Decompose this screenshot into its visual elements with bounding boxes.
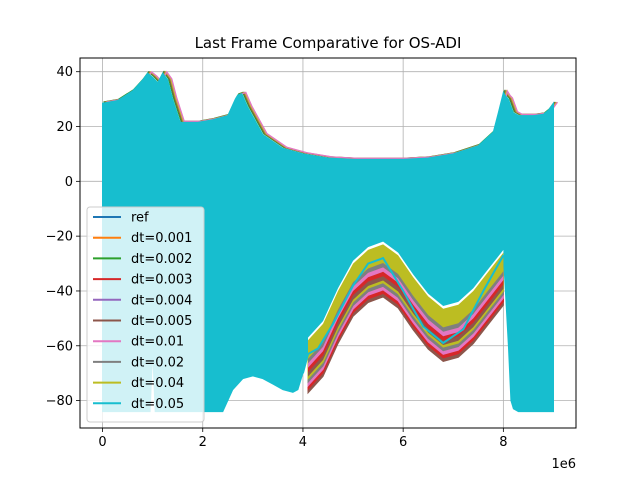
x-tick-label: 2 [199,435,207,450]
plot-area [102,70,559,413]
y-tick-label: −60 [46,339,73,354]
y-tick-label: −20 [46,230,73,245]
legend-label-ref: ref [131,211,149,226]
x-tick-label: 6 [399,435,407,450]
series-lower-edge [301,254,505,374]
legend-box [86,206,205,423]
series-valley-dt=0.04 [308,244,504,359]
legend-label-dt=0.01: dt=0.01 [131,335,184,350]
legend: ref dt=0.001 dt=0.002 dt=0.003 dt=0.004 dt=0.… [86,206,205,423]
x-tick-label: 8 [499,435,507,450]
x-axis-offset-label: 1e6 [551,457,576,472]
legend-label-dt=0.001: dt=0.001 [131,231,192,246]
x-tick-label: 0 [98,435,106,450]
y-tick-label: 20 [56,120,73,135]
legend-label-dt=0.004: dt=0.004 [131,293,192,308]
legend-label-dt=0.02: dt=0.02 [131,355,184,370]
y-tick-label: −80 [46,394,73,409]
axis-ticks: 0 2 4 6 8 −80 −60 −40 −20 0 20 40 [46,65,508,450]
axes-frame [79,57,577,429]
y-tick-label: 0 [65,175,73,190]
legend-label-dt=0.05: dt=0.05 [131,397,184,412]
x-tick-label: 4 [299,435,307,450]
chart-title: Last Frame Comparative for OS-ADI [195,34,462,52]
legend-label-dt=0.002: dt=0.002 [131,252,192,267]
y-tick-label: −40 [46,284,73,299]
y-tick-label: 40 [56,65,73,80]
legend-label-dt=0.005: dt=0.005 [131,314,192,329]
legend-label-dt=0.003: dt=0.003 [131,273,192,288]
legend-label-dt=0.04: dt=0.04 [131,376,184,391]
